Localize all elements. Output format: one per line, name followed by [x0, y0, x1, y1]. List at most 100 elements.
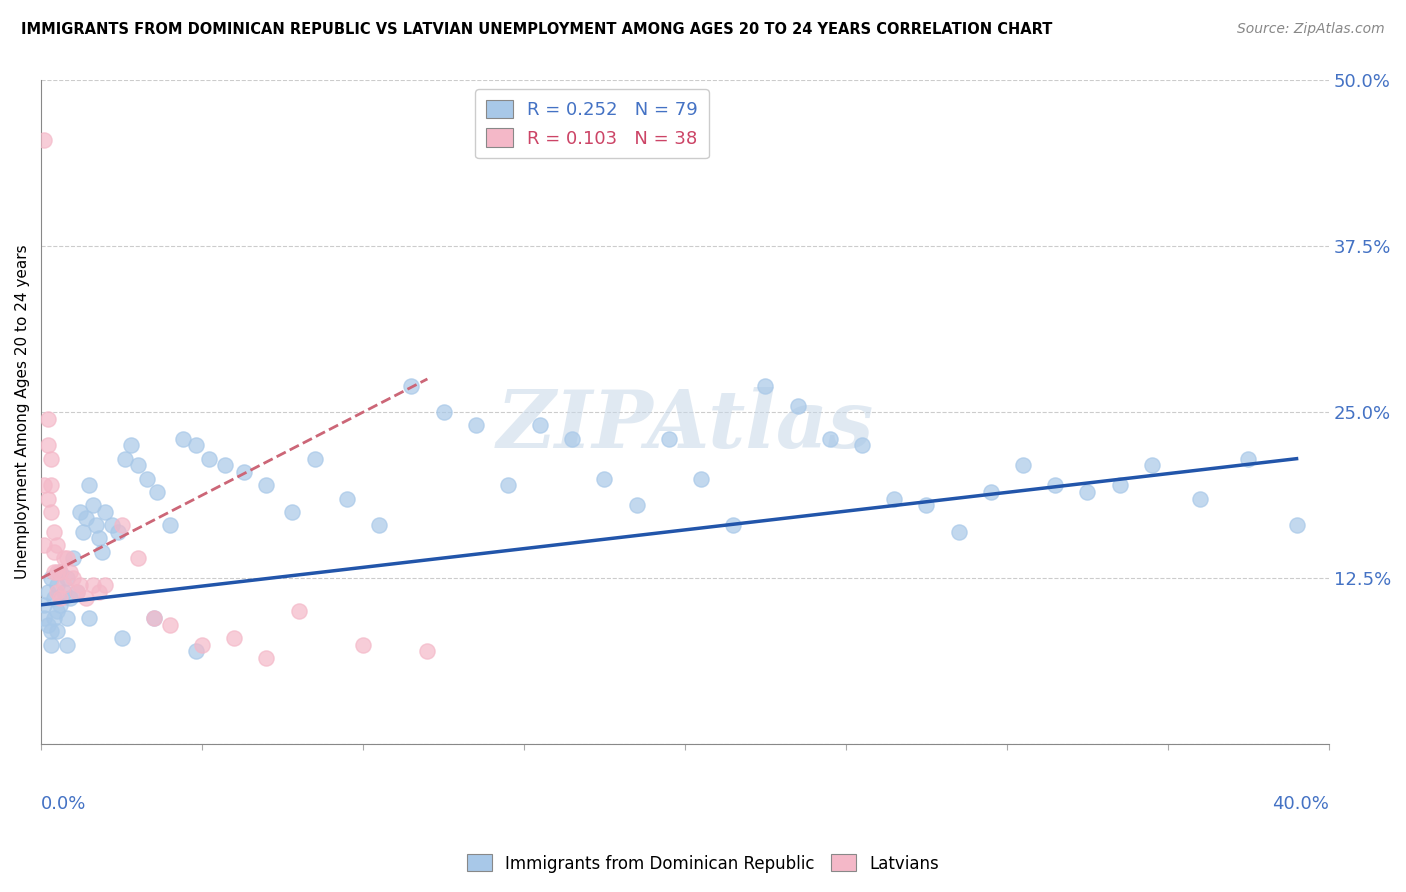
- Point: [39, 624, 62, 639]
- Point: [1108, 478, 1130, 492]
- Point: [46, 605, 69, 619]
- Point: [56, 551, 79, 566]
- Point: [62, 551, 84, 566]
- Point: [690, 472, 713, 486]
- Point: [56, 611, 79, 625]
- Point: [34, 478, 56, 492]
- Point: [46, 538, 69, 552]
- Point: [34, 611, 56, 625]
- Point: [72, 524, 94, 539]
- Point: [34, 538, 56, 552]
- Point: [37, 412, 59, 426]
- Point: [127, 458, 149, 473]
- Point: [172, 432, 194, 446]
- Point: [49, 565, 72, 579]
- Point: [79, 478, 101, 492]
- Point: [146, 484, 169, 499]
- Point: [46, 578, 69, 592]
- Point: [84, 518, 107, 533]
- Text: 40.0%: 40.0%: [1272, 795, 1329, 813]
- Point: [46, 565, 69, 579]
- Point: [39, 638, 62, 652]
- Point: [1188, 491, 1211, 506]
- Text: 0.0%: 0.0%: [41, 795, 87, 813]
- Point: [52, 551, 75, 566]
- Point: [281, 505, 304, 519]
- Point: [1043, 478, 1066, 492]
- Point: [42, 565, 65, 579]
- Point: [883, 491, 905, 506]
- Point: [42, 611, 65, 625]
- Point: [352, 638, 374, 652]
- Point: [851, 438, 873, 452]
- Point: [37, 491, 59, 506]
- Point: [224, 631, 246, 645]
- Point: [127, 551, 149, 566]
- Point: [432, 405, 454, 419]
- Point: [39, 478, 62, 492]
- Text: IMMIGRANTS FROM DOMINICAN REPUBLIC VS LATVIAN UNEMPLOYMENT AMONG AGES 20 TO 24 Y: IMMIGRANTS FROM DOMINICAN REPUBLIC VS LA…: [21, 22, 1053, 37]
- Point: [1285, 518, 1308, 533]
- Point: [37, 438, 59, 452]
- Point: [52, 578, 75, 592]
- Point: [593, 472, 616, 486]
- Point: [101, 518, 124, 533]
- Point: [91, 544, 114, 558]
- Point: [110, 631, 132, 645]
- Point: [754, 378, 776, 392]
- Point: [49, 565, 72, 579]
- Point: [496, 478, 519, 492]
- Legend: Immigrants from Dominican Republic, Latvians: Immigrants from Dominican Republic, Latv…: [460, 847, 946, 880]
- Point: [1237, 451, 1260, 466]
- Point: [34, 598, 56, 612]
- Point: [1140, 458, 1163, 473]
- Point: [39, 571, 62, 585]
- Point: [87, 584, 110, 599]
- Point: [336, 491, 359, 506]
- Point: [184, 644, 207, 658]
- Point: [34, 133, 56, 147]
- Point: [56, 638, 79, 652]
- Point: [49, 591, 72, 606]
- Point: [658, 432, 681, 446]
- Point: [786, 399, 808, 413]
- Point: [65, 584, 87, 599]
- Point: [191, 638, 214, 652]
- Point: [59, 591, 82, 606]
- Y-axis label: Unemployment Among Ages 20 to 24 years: Unemployment Among Ages 20 to 24 years: [15, 245, 30, 580]
- Point: [721, 518, 744, 533]
- Point: [214, 458, 236, 473]
- Point: [184, 438, 207, 452]
- Point: [232, 465, 254, 479]
- Text: Source: ZipAtlas.com: Source: ZipAtlas.com: [1237, 22, 1385, 37]
- Point: [69, 505, 91, 519]
- Point: [159, 518, 181, 533]
- Point: [159, 617, 181, 632]
- Point: [42, 591, 65, 606]
- Point: [39, 505, 62, 519]
- Point: [114, 451, 136, 466]
- Text: ZIPAtlas: ZIPAtlas: [496, 387, 873, 464]
- Point: [59, 565, 82, 579]
- Point: [197, 451, 219, 466]
- Point: [94, 505, 117, 519]
- Point: [39, 451, 62, 466]
- Point: [37, 617, 59, 632]
- Point: [136, 472, 159, 486]
- Point: [49, 598, 72, 612]
- Point: [256, 651, 278, 665]
- Point: [46, 584, 69, 599]
- Point: [87, 532, 110, 546]
- Point: [1076, 484, 1098, 499]
- Point: [120, 438, 142, 452]
- Point: [287, 605, 309, 619]
- Point: [464, 418, 486, 433]
- Point: [79, 611, 101, 625]
- Point: [62, 571, 84, 585]
- Point: [142, 611, 165, 625]
- Point: [75, 511, 97, 525]
- Point: [65, 584, 87, 599]
- Point: [69, 578, 91, 592]
- Point: [82, 578, 104, 592]
- Point: [561, 432, 583, 446]
